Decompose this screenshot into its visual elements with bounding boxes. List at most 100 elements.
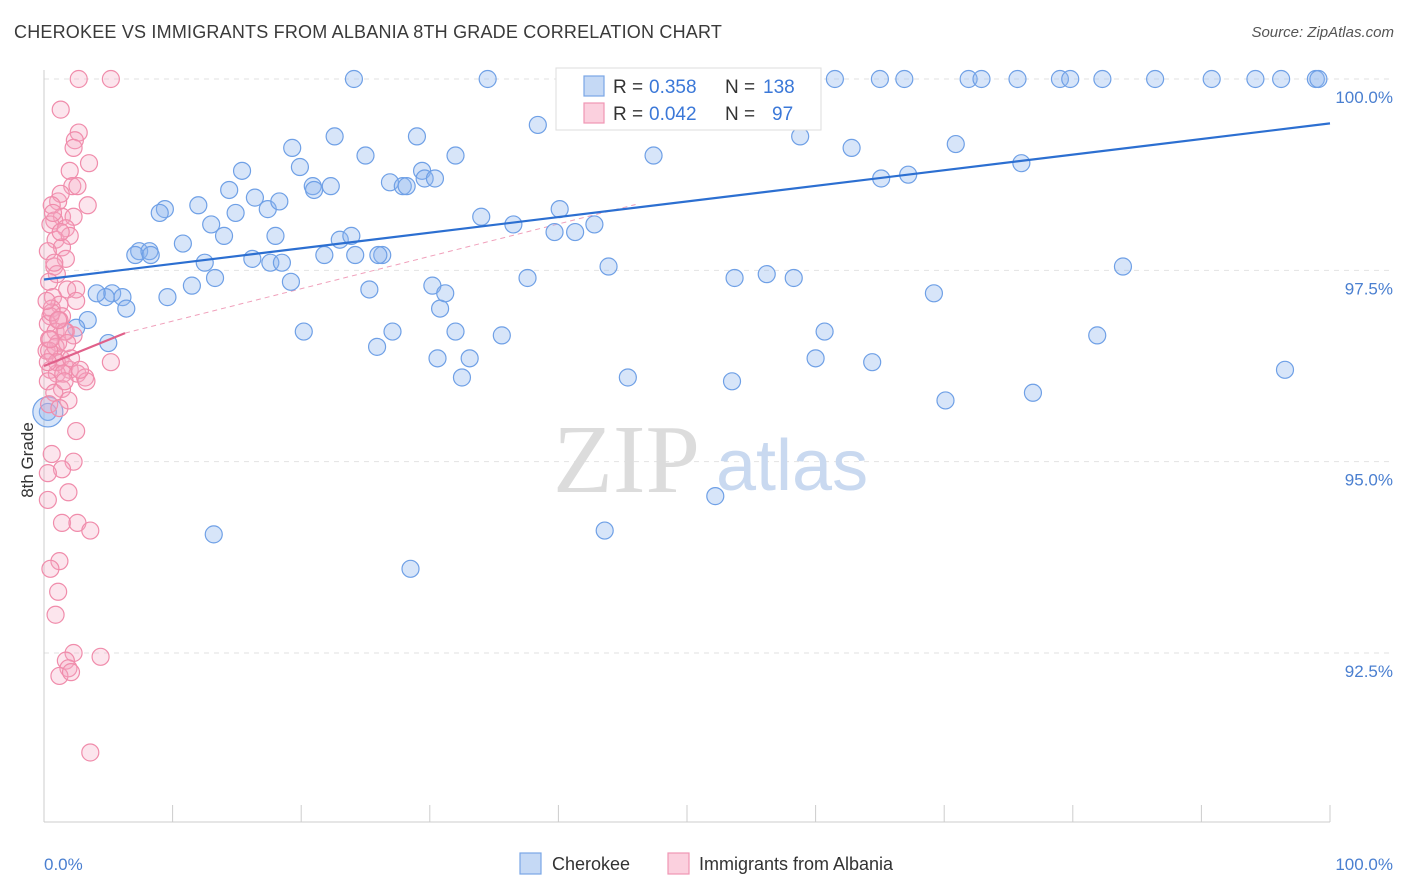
- legend-n-label-2: N =: [725, 104, 755, 125]
- albania-point-63: [59, 483, 78, 502]
- cherokee-point-82: [725, 268, 744, 288]
- albania-point-5: [64, 138, 83, 157]
- watermark-zip: ZIP: [553, 406, 700, 514]
- cherokee-point-106: [1088, 326, 1107, 345]
- cherokee-point-100: [972, 69, 991, 89]
- y-tick-label-1: 95.0%: [1345, 471, 1393, 490]
- cherokee-point-123: [321, 177, 340, 196]
- cherokee-point-99: [959, 69, 978, 89]
- cherokee-point-113: [1275, 360, 1295, 379]
- albania-point-78: [81, 743, 100, 762]
- cherokee-point-85: [784, 268, 803, 288]
- cherokee-point-109: [1146, 69, 1165, 89]
- series-legend: Cherokee Immigrants from Albania: [519, 852, 894, 875]
- legend-swatch-cherokee-bottom: [519, 852, 542, 875]
- cherokee-point-52: [397, 177, 416, 196]
- legend-r-value-1: 0.358: [649, 77, 697, 98]
- cherokee-point-60: [436, 284, 455, 303]
- cherokee-point-40: [325, 127, 344, 146]
- albania-point-71: [46, 605, 65, 624]
- cherokee-point-92: [870, 69, 890, 89]
- cherokee-point-16: [173, 234, 192, 253]
- cherokee-point-14: [150, 203, 169, 223]
- cherokee-point-53: [401, 559, 420, 578]
- albania-point-95: [38, 353, 57, 372]
- legend-n-value-1: 138: [763, 77, 795, 98]
- cherokee-point-7: [117, 299, 136, 318]
- albania-point-7: [60, 161, 79, 180]
- albania-point-13: [78, 196, 97, 215]
- legend-swatch-albania-bottom: [667, 852, 690, 875]
- cherokee-point-32: [270, 192, 289, 211]
- chart-title: CHEROKEE VS IMMIGRANTS FROM ALBANIA 8TH …: [14, 22, 723, 42]
- cherokee-point-72: [599, 257, 618, 276]
- albania-point-70: [49, 582, 68, 601]
- y-tick-label-3: 100.0%: [1335, 88, 1393, 107]
- cherokee-point-50: [383, 322, 402, 341]
- cherokee-point-43: [344, 69, 364, 89]
- x-tick-label-1: 100.0%: [1335, 855, 1393, 874]
- cherokee-point-26: [232, 161, 252, 180]
- legend-label-albania: Immigrants from Albania: [699, 854, 894, 874]
- cherokee-point-58: [428, 349, 447, 368]
- cherokee-point-97: [936, 391, 955, 410]
- cherokee-point-88: [815, 322, 834, 341]
- y-tick-labels: 92.5% 95.0% 97.5% 100.0%: [1335, 88, 1393, 681]
- cherokee-point-66: [492, 326, 511, 345]
- cherokee-point-24: [220, 180, 239, 200]
- albania-point-65: [52, 513, 72, 532]
- cherokee-point-62: [446, 146, 465, 165]
- cherokee-point-39: [315, 245, 334, 265]
- albania-point-90: [77, 372, 96, 391]
- cherokee-point-101: [1008, 69, 1027, 89]
- cherokee-point-21: [204, 525, 223, 544]
- cherokee-point-64: [460, 349, 479, 368]
- cherokee-point-51: [393, 177, 412, 196]
- source-credit: Source: ZipAtlas.com: [1251, 24, 1394, 41]
- cherokee-point-61: [446, 322, 465, 341]
- legend-n-value-2: 97: [772, 104, 793, 125]
- cherokee-point-108: [1113, 257, 1133, 276]
- albania-trend-dashed: [124, 204, 636, 334]
- cherokee-point-115: [1309, 69, 1328, 89]
- cherokee-point-35: [290, 157, 310, 177]
- cherokee-trend-line: [43, 122, 1331, 281]
- albania-point-87: [45, 253, 64, 272]
- albania-point-57: [50, 398, 69, 418]
- cherokee-point-110: [1202, 69, 1221, 89]
- albania-point-36: [38, 314, 57, 334]
- albania-point-76: [50, 666, 69, 686]
- albania-point-22: [38, 242, 57, 261]
- cherokee-point-42: [342, 226, 361, 245]
- cherokee-point-98: [946, 134, 965, 154]
- cherokee-point-81: [722, 372, 742, 391]
- y-tick-label-0: 92.5%: [1345, 662, 1393, 681]
- albania-point-4: [65, 131, 84, 150]
- cherokee-point-45: [356, 146, 375, 165]
- cherokee-point-69: [545, 222, 564, 242]
- cherokee-point-107: [1093, 69, 1112, 89]
- cherokee-point-94: [895, 69, 914, 89]
- cherokee-point-33: [281, 272, 301, 291]
- cherokee-point-3: [87, 284, 106, 303]
- cherokee-point-44: [346, 245, 365, 265]
- albania-point-61: [52, 460, 72, 479]
- x-tick-labels: 0.0% 100.0%: [44, 855, 1393, 874]
- legend-swatch-albania: [583, 102, 605, 124]
- albania-trend-extension: [124, 204, 636, 334]
- cherokee-point-118: [504, 215, 523, 234]
- cherokee-point-12: [141, 245, 160, 265]
- cherokee-point-28: [245, 188, 265, 207]
- cherokee-point-6: [113, 288, 132, 307]
- cherokee-point-96: [924, 284, 944, 303]
- cherokee-point-54: [407, 127, 427, 146]
- albania-point-80: [55, 322, 74, 341]
- y-tick-label-2: 97.5%: [1345, 279, 1393, 298]
- albania-point-6: [79, 154, 99, 173]
- albania-point-21: [52, 238, 72, 257]
- cherokee-point-116: [618, 368, 637, 387]
- cherokee-point-38: [304, 180, 324, 200]
- cherokee-point-117: [550, 200, 569, 219]
- legend-r-value-2: 0.042: [649, 104, 697, 125]
- watermark: ZIP atlas: [553, 406, 868, 514]
